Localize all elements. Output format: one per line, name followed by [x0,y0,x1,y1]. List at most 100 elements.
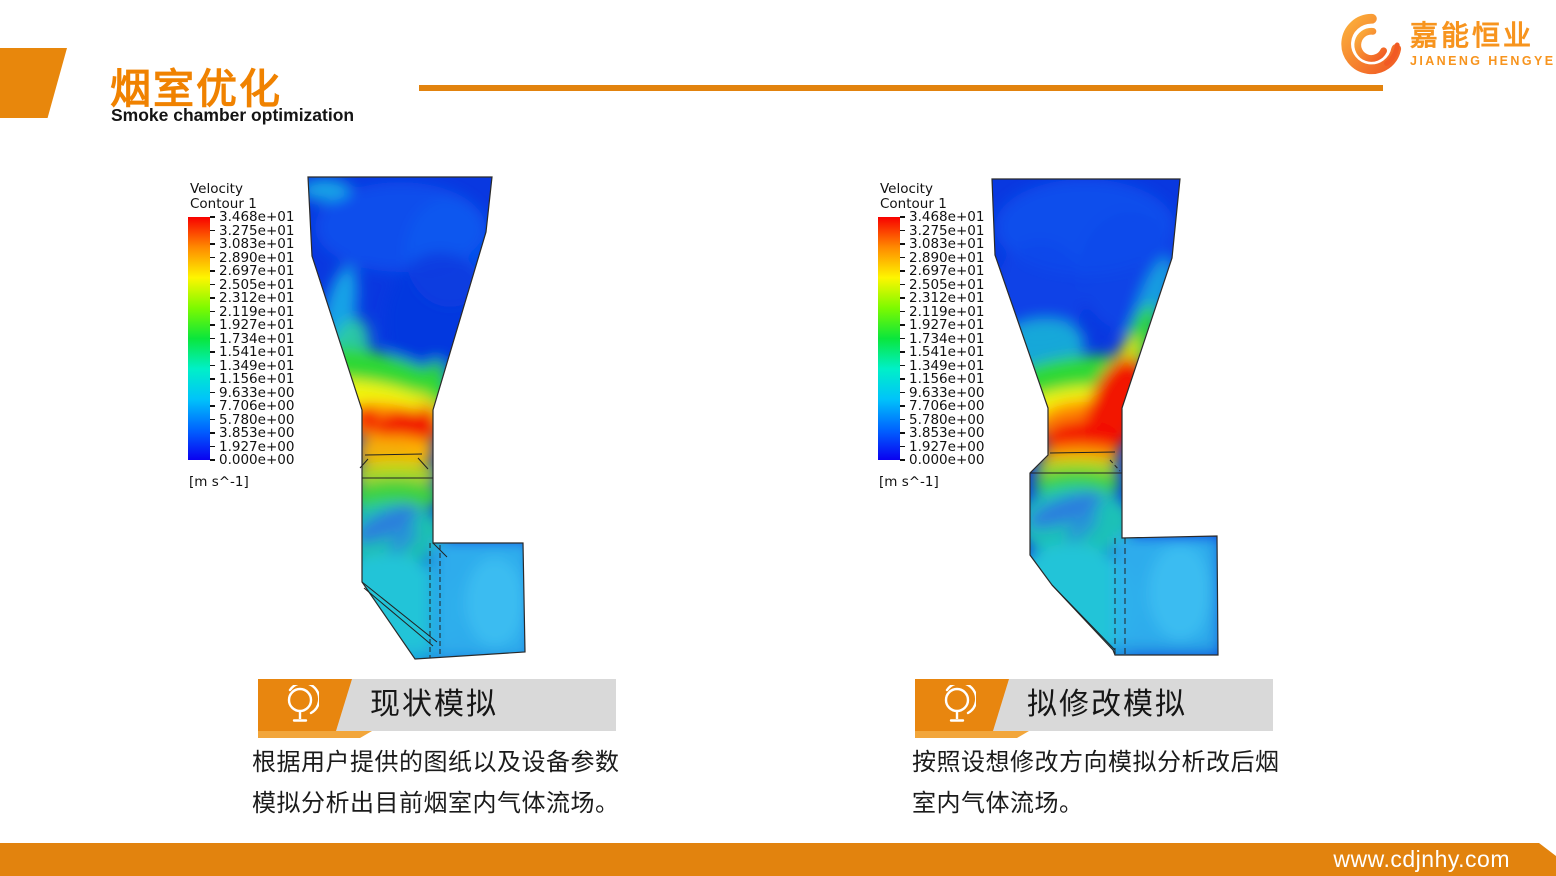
legend-tick-row: 5.780e+00 [210,411,295,428]
description-line-2: 室内气体流场。 [912,790,1084,817]
tick-mark [210,391,215,394]
caption-accent-tab [915,679,1009,731]
footer-bar: www.cdjnhy.com [0,843,1556,876]
tick-mark [210,337,215,340]
legend-tick-row: 3.083e+01 [900,236,985,252]
velocity-colorbar [188,217,210,460]
legend-tick-row: 2.119e+01 [900,303,985,320]
tick-mark [900,256,905,259]
tick-label: 3.468e+01 [219,209,295,225]
tick-label: 2.890e+01 [909,249,985,266]
legend-tick-row: 9.633e+00 [900,384,985,401]
page-subtitle: Smoke chamber optimization [111,105,355,125]
legend-tick-row: 3.853e+00 [900,425,984,441]
panel-description: 根据用户提供的图纸以及设备参数 模拟分析出目前烟室内气体流场。 [252,742,642,824]
tick-label: 1.927e+00 [219,438,295,455]
legend-tick-row: 2.312e+01 [210,290,294,306]
tick-label: 2.890e+01 [219,249,295,266]
legend-title-line1: Velocity [190,181,243,197]
velocity-colorbar [878,217,900,460]
tick-label: 1.541e+01 [219,344,295,360]
caption-label: 现状模拟 [370,688,498,721]
tick-mark [210,297,215,299]
chamber-outline [307,176,526,660]
legend-tick-row: 2.119e+01 [210,304,294,320]
tick-mark [210,364,215,367]
tick-label: 1.349e+01 [219,357,295,374]
tick-label: 2.119e+01 [909,303,985,320]
tick-label: 3.275e+01 [219,222,295,239]
tick-label: 0.000e+00 [219,452,295,468]
legend-title-line2: Contour 1 [880,196,947,212]
tick-mark [900,432,905,434]
tick-mark [210,378,215,380]
legend-tick-row: 3.275e+01 [210,222,295,239]
tick-label: 1.156e+01 [909,371,985,387]
tick-label: 9.633e+00 [909,384,985,401]
description-line-2: 模拟分析出目前烟室内气体流场。 [252,790,620,817]
globe-icon [942,685,976,725]
caption-accent-sliver [915,731,1029,738]
tick-mark [210,216,215,218]
tick-label: 1.927e+00 [909,438,985,455]
legend-tick-row: 3.468e+01 [210,209,295,225]
legend-tick-row: 1.734e+01 [900,330,985,347]
tick-label: 2.697e+01 [909,263,985,279]
legend-tick-row: 2.505e+01 [210,276,295,293]
legend-tick-row: 1.927e+01 [210,317,295,333]
logo-company-name-en: JIANENG HENGYE [1410,53,1556,68]
legend-tick-row: 9.633e+00 [210,384,295,401]
velocity-legend: Velocity Contour 1 3.468e+01 3.275e+01 3… [188,182,294,490]
tick-mark [900,459,905,461]
panel-description: 按照设想修改方向模拟分析改后烟 室内气体流场。 [912,742,1302,824]
tick-label: 1.734e+01 [909,330,985,347]
tick-mark [900,391,905,394]
tick-mark [900,351,905,353]
cfd-contour-plot-current [307,176,526,660]
tick-mark [900,445,905,448]
tick-mark [900,270,905,272]
tick-label: 1.734e+01 [219,330,295,347]
tick-label: 1.541e+01 [909,344,985,360]
tick-label: 7.706e+00 [219,398,295,414]
tick-mark [210,229,215,232]
legend-tick-row: 1.927e+00 [210,438,295,455]
tick-label: 1.927e+01 [219,317,295,333]
caption-bar: 拟修改模拟 [915,679,1273,731]
tick-label: 2.505e+01 [219,276,295,293]
logo-company-name-cn: 嘉能恒业 [1410,19,1535,51]
legend-tick-row: 1.156e+01 [900,371,985,387]
tick-label: 9.633e+00 [219,384,295,401]
tick-mark [900,378,905,380]
legend-tick-row: 1.541e+01 [210,344,295,360]
tick-mark [210,243,215,245]
globe-icon [285,685,319,725]
tick-label: 1.156e+01 [219,371,295,387]
caption-bar: 现状模拟 [258,679,616,731]
legend-tick-list: 3.468e+01 3.275e+01 3.083e+01 2.890e+01 … [210,209,295,468]
tick-mark [210,432,215,434]
tick-mark [900,297,905,299]
tick-label: 3.468e+01 [909,209,985,225]
tick-label: 5.780e+00 [219,411,295,428]
tick-mark [210,310,215,313]
tick-mark [900,216,905,218]
legend-tick-row: 1.734e+01 [210,330,295,347]
tick-label: 1.927e+01 [909,317,985,333]
legend-tick-row: 7.706e+00 [900,398,984,414]
tick-label: 2.505e+01 [909,276,985,293]
legend-tick-row: 1.156e+01 [210,371,295,387]
page-title: 烟室优化 [110,66,282,112]
tick-mark [900,229,905,232]
legend-tick-row: 3.853e+00 [210,425,294,441]
tick-mark [210,270,215,272]
website-url: www.cdjnhy.com [1333,846,1510,872]
legend-tick-row: 7.706e+00 [210,398,295,414]
legend-tick-row: 3.468e+01 [900,209,985,225]
legend-unit: [m s^-1] [189,473,249,490]
cfd-contour-plot-proposed [991,178,1219,656]
tick-label: 3.083e+01 [909,236,985,252]
